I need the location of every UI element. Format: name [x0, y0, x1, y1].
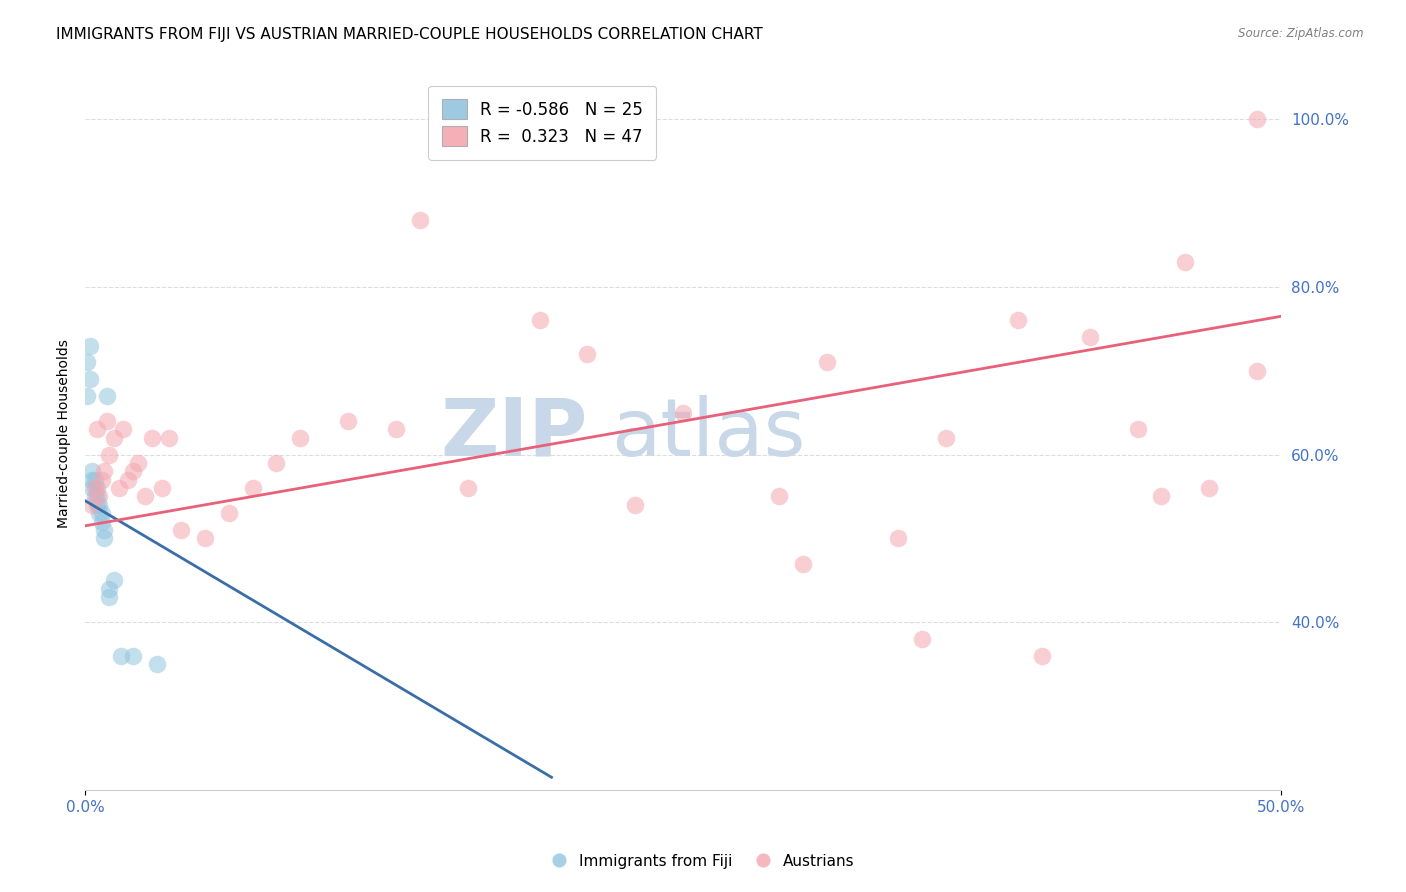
Point — [89, 490, 111, 504]
Point — [89, 498, 111, 512]
Point — [82, 498, 104, 512]
Point — [117, 473, 139, 487]
Point — [98, 448, 121, 462]
Point — [83, 490, 105, 504]
Point — [86, 498, 108, 512]
Legend: Immigrants from Fiji, Austrians: Immigrants from Fiji, Austrians — [546, 848, 860, 875]
Text: IMMIGRANTS FROM FIJI VS AUSTRIAN MARRIED-COUPLE HOUSEHOLDS CORRELATION CHART: IMMIGRANTS FROM FIJI VS AUSTRIAN MARRIED… — [56, 27, 763, 42]
Point — [242, 481, 264, 495]
Point — [792, 557, 814, 571]
Point — [79, 338, 101, 352]
Point — [86, 481, 108, 495]
Point — [146, 657, 169, 672]
Point — [576, 347, 599, 361]
Point — [1150, 490, 1173, 504]
Point — [337, 414, 360, 428]
Point — [96, 414, 118, 428]
Point — [127, 456, 149, 470]
Point — [624, 498, 647, 512]
Point — [112, 422, 135, 436]
Point — [134, 490, 156, 504]
Point — [79, 372, 101, 386]
Point — [529, 313, 551, 327]
Point — [1031, 648, 1053, 663]
Point — [122, 464, 145, 478]
Point — [935, 431, 957, 445]
Point — [82, 464, 104, 478]
Point — [1246, 364, 1268, 378]
Point — [103, 431, 125, 445]
Point — [82, 473, 104, 487]
Text: ZIP: ZIP — [440, 394, 588, 473]
Legend: R = -0.586   N = 25, R =  0.323   N = 47: R = -0.586 N = 25, R = 0.323 N = 47 — [429, 86, 657, 160]
Point — [194, 532, 217, 546]
Point — [90, 506, 112, 520]
Point — [76, 355, 98, 369]
Point — [409, 213, 432, 227]
Point — [122, 648, 145, 663]
Y-axis label: Married-couple Households: Married-couple Households — [58, 339, 72, 528]
Point — [86, 422, 108, 436]
Point — [83, 481, 105, 495]
Point — [107, 481, 129, 495]
Point — [98, 590, 121, 604]
Point — [457, 481, 479, 495]
Point — [93, 532, 115, 546]
Point — [150, 481, 173, 495]
Point — [1078, 330, 1101, 344]
Point — [1126, 422, 1149, 436]
Point — [1007, 313, 1029, 327]
Point — [98, 582, 121, 596]
Point — [76, 389, 98, 403]
Point — [1198, 481, 1220, 495]
Point — [86, 490, 108, 504]
Point — [385, 422, 408, 436]
Point — [1174, 255, 1197, 269]
Point — [672, 406, 695, 420]
Point — [103, 574, 125, 588]
Point — [1246, 112, 1268, 127]
Point — [83, 473, 105, 487]
Text: atlas: atlas — [612, 394, 806, 473]
Point — [768, 490, 790, 504]
Point — [170, 523, 193, 537]
Point — [815, 355, 838, 369]
Point — [141, 431, 163, 445]
Point — [89, 506, 111, 520]
Point — [911, 632, 934, 646]
Text: Source: ZipAtlas.com: Source: ZipAtlas.com — [1239, 27, 1364, 40]
Point — [290, 431, 312, 445]
Point — [157, 431, 180, 445]
Point — [218, 506, 240, 520]
Point — [110, 648, 132, 663]
Point — [887, 532, 910, 546]
Point — [90, 515, 112, 529]
Point — [93, 464, 115, 478]
Point — [93, 523, 115, 537]
Point — [82, 481, 104, 495]
Point — [266, 456, 288, 470]
Point — [96, 389, 118, 403]
Point — [90, 473, 112, 487]
